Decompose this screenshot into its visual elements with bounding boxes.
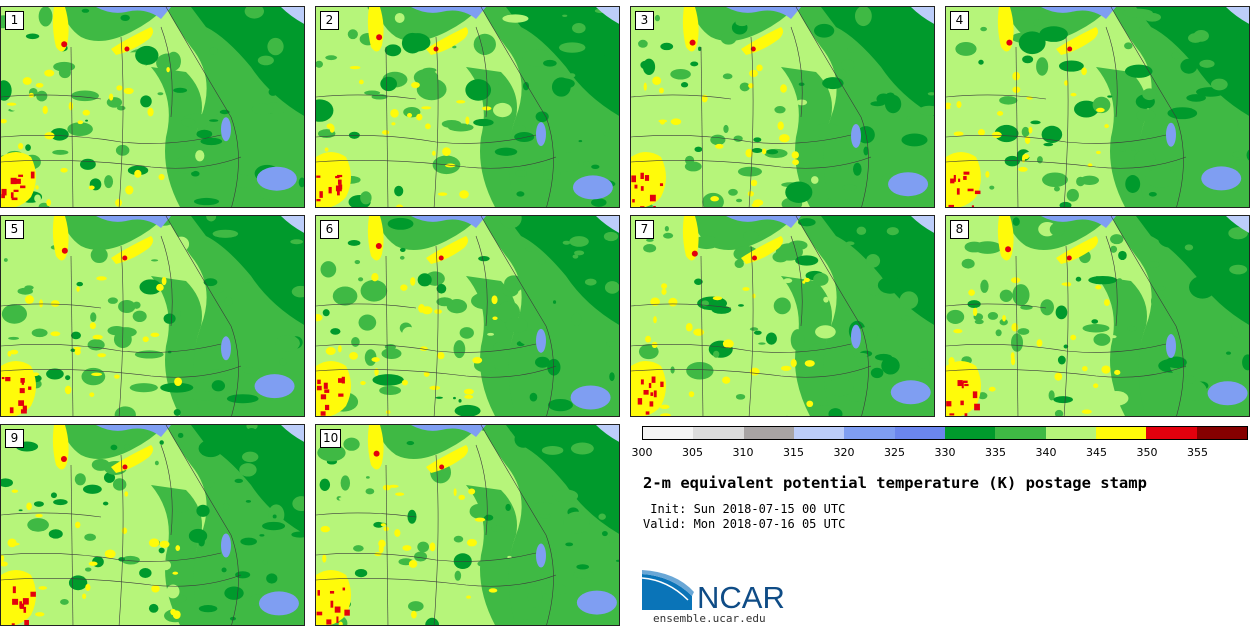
map-panel-4: 4 xyxy=(945,6,1250,208)
colorbar-tick-label: 355 xyxy=(1187,446,1208,459)
ncar-logo: NCAR xyxy=(642,570,785,614)
colorbar-segment xyxy=(743,427,794,439)
panel-number: 9 xyxy=(5,429,24,448)
map-panel-1: 1 xyxy=(0,6,305,208)
map-field xyxy=(631,216,934,416)
map-field xyxy=(946,7,1249,207)
ncar-logo-text: NCAR xyxy=(697,580,785,614)
colorbar-segment xyxy=(894,427,945,439)
map-panel-7: 7 xyxy=(630,215,935,417)
map-field xyxy=(316,425,619,625)
map-panel-9: 9 xyxy=(0,424,305,626)
panel-number: 3 xyxy=(635,11,654,30)
colorbar-tick-label: 350 xyxy=(1136,446,1158,459)
map-panel-2: 2 xyxy=(315,6,620,208)
colorbar-segment xyxy=(643,427,694,439)
panel-number: 6 xyxy=(320,220,339,239)
init-time: Init: Sun 2018-07-15 00 UTC xyxy=(643,502,846,516)
valid-time: Valid: Mon 2018-07-16 05 UTC xyxy=(643,517,846,531)
colorbar-segment xyxy=(1146,427,1197,439)
colorbar-segment xyxy=(995,427,1046,439)
map-field xyxy=(631,7,934,207)
map-field xyxy=(1,425,304,625)
map-panel-6: 6 xyxy=(315,215,620,417)
colorbar-segment xyxy=(693,427,744,439)
panel-number: 4 xyxy=(950,11,969,30)
map-field xyxy=(316,7,619,207)
colorbar-tick-label: 300 xyxy=(631,446,653,459)
map-field xyxy=(1,216,304,416)
map-field xyxy=(1,7,304,207)
colorbar xyxy=(642,426,1248,440)
colorbar-segment xyxy=(944,427,996,439)
colorbar-segment xyxy=(793,427,845,439)
map-panel-8: 8 xyxy=(945,215,1250,417)
map-panel-10: 10 xyxy=(315,424,620,626)
panel-number: 10 xyxy=(320,429,342,448)
colorbar-segment xyxy=(1095,427,1147,439)
colorbar-tick-label: 310 xyxy=(732,446,754,459)
colorbar-tick-label: 345 xyxy=(1086,446,1107,459)
map-panel-3: 3 xyxy=(630,6,935,208)
panel-number: 7 xyxy=(635,220,654,239)
colorbar-tick-label: 330 xyxy=(934,446,956,459)
panel-number: 5 xyxy=(5,220,24,239)
panel-number: 1 xyxy=(5,11,24,30)
colorbar-tick-label: 340 xyxy=(1035,446,1057,459)
colorbar-tick-label: 320 xyxy=(833,446,855,459)
colorbar-segment xyxy=(844,427,895,439)
figure-title: 2-m equivalent potential temperature (K)… xyxy=(643,474,1147,492)
colorbar-segment xyxy=(1045,427,1096,439)
colorbar-tick-label: 305 xyxy=(682,446,703,459)
panel-number: 2 xyxy=(320,11,339,30)
colorbar-tick-label: 315 xyxy=(783,446,804,459)
map-panel-5: 5 xyxy=(0,215,305,417)
colorbar-tick-label: 335 xyxy=(985,446,1006,459)
map-field xyxy=(316,216,619,416)
colorbar-tick-label: 325 xyxy=(884,446,905,459)
panel-number: 8 xyxy=(950,220,969,239)
site-url: ensemble.ucar.edu xyxy=(653,612,766,625)
colorbar-segment xyxy=(1196,427,1247,439)
map-field xyxy=(946,216,1249,416)
